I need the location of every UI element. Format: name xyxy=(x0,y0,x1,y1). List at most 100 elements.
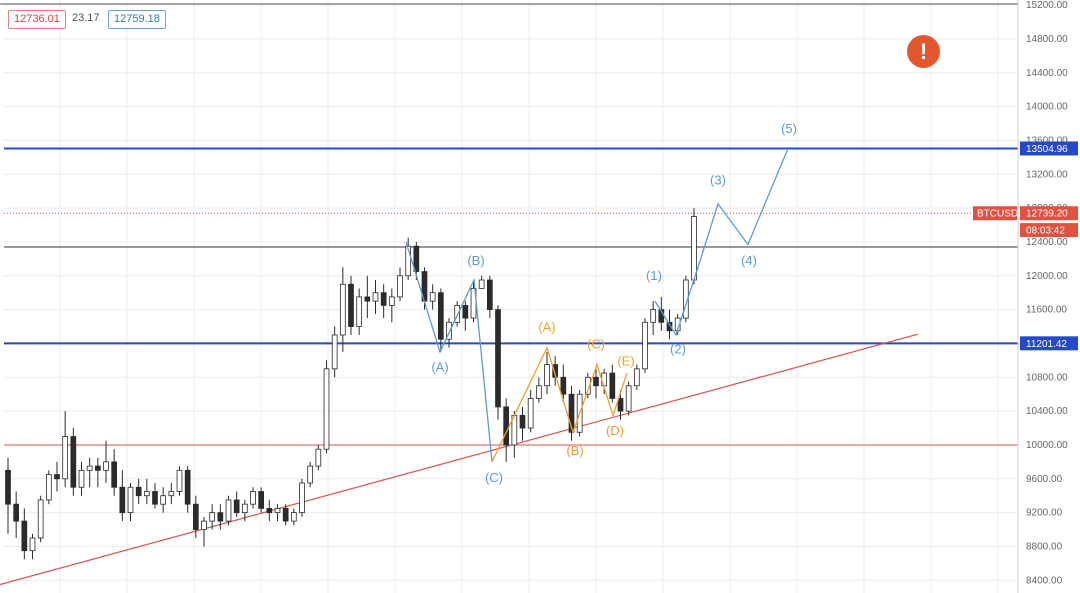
candle-body xyxy=(405,245,412,277)
candle xyxy=(250,487,256,509)
candle-body xyxy=(609,372,616,399)
candle-body xyxy=(176,469,183,492)
candle xyxy=(405,237,412,281)
candle xyxy=(454,301,461,327)
candle-body xyxy=(241,503,248,514)
candle xyxy=(168,483,175,505)
candle xyxy=(86,457,93,488)
candle-body xyxy=(560,376,567,395)
candle-body xyxy=(209,512,216,522)
wave-label-blue: (A) xyxy=(431,359,448,374)
candle-body xyxy=(446,321,452,340)
candle xyxy=(348,275,354,335)
candle-body xyxy=(339,283,346,336)
candle-body xyxy=(127,486,134,514)
wave-label-orange: (A) xyxy=(538,320,555,335)
candle xyxy=(486,275,493,319)
candle xyxy=(609,364,616,403)
candle-body xyxy=(380,292,387,306)
axis-tick-label: 11600.00 xyxy=(1026,305,1067,316)
wave-label-blue: (B) xyxy=(467,253,484,268)
candle xyxy=(29,533,36,560)
candle xyxy=(331,326,338,378)
candle-body xyxy=(568,393,575,433)
axis-tick-label: 8800.00 xyxy=(1026,541,1063,552)
candle-body xyxy=(323,368,330,450)
candle-body xyxy=(62,436,69,480)
candle-body xyxy=(135,486,142,497)
wave-label-blue: (2) xyxy=(670,342,686,357)
candle-body xyxy=(37,499,44,539)
candle-body xyxy=(552,364,559,378)
candle-body xyxy=(21,520,28,552)
axis-tick-label: 13600.00 xyxy=(1026,135,1068,146)
candle-body xyxy=(331,334,338,370)
horizontal-levels xyxy=(4,147,1018,446)
candle-body xyxy=(274,508,281,514)
candle xyxy=(568,385,575,441)
candle xyxy=(282,504,289,526)
candle xyxy=(364,275,371,319)
candlesticks xyxy=(5,208,697,560)
price-tag-bg xyxy=(1020,336,1078,351)
candle xyxy=(241,499,248,522)
candle xyxy=(201,516,207,547)
candle xyxy=(388,288,395,323)
price-tag: 12739.20 BTCUSD xyxy=(973,206,1078,221)
wave-label-orange: (C) xyxy=(587,337,605,352)
price-tag-label: 11201.42 xyxy=(1026,339,1067,350)
candle xyxy=(299,478,305,517)
candle-body xyxy=(413,245,420,272)
candle xyxy=(617,389,624,420)
candle xyxy=(192,495,199,539)
ask-price-box[interactable]: 12759.18 xyxy=(108,10,166,29)
wave-path-orange xyxy=(491,345,628,463)
candle-body xyxy=(429,292,436,302)
candle xyxy=(290,508,297,526)
candle-body xyxy=(364,296,371,302)
wave-path-blue xyxy=(405,241,493,462)
candle-body xyxy=(437,292,444,340)
candle-body xyxy=(266,508,273,514)
candle-body xyxy=(13,503,20,522)
candle-body xyxy=(348,283,354,327)
bid-price-box[interactable]: 12736.01 xyxy=(8,10,66,29)
candle-body xyxy=(519,414,526,429)
candle xyxy=(176,466,183,496)
candle-body xyxy=(642,321,648,370)
candle xyxy=(307,461,314,488)
candle-body xyxy=(633,368,640,387)
candle-body xyxy=(397,275,403,298)
candle xyxy=(584,373,591,399)
candle-body xyxy=(119,486,126,514)
candle xyxy=(642,318,648,374)
elliott-waves xyxy=(405,148,789,463)
candle-body xyxy=(5,469,11,505)
wave-label-blue: (4) xyxy=(741,253,757,268)
price-tags: 13504.96 12739.20 BTCUSD 08:03:42 11201.42 xyxy=(973,141,1078,351)
candle-body xyxy=(666,321,673,332)
candle-body xyxy=(282,508,289,522)
price-tag-bg xyxy=(1020,223,1078,238)
candle xyxy=(527,389,534,433)
candle-body xyxy=(315,448,322,467)
candle xyxy=(143,478,150,505)
axis-tick-label: 8400.00 xyxy=(1026,575,1063,586)
candle xyxy=(78,461,85,496)
candle xyxy=(152,483,158,509)
candle-body xyxy=(584,376,591,395)
wave-labels: (B) (A) (C) (1) (2) (3) (4) (5) (A) (C) (E) (B) (D) xyxy=(431,121,797,485)
support-trendline xyxy=(0,333,919,586)
exclamation-icon[interactable]: ! xyxy=(907,35,940,68)
candle xyxy=(184,466,191,513)
symbol-tag-bg xyxy=(973,206,1017,221)
wave-label-blue: (3) xyxy=(710,172,726,187)
candle-body xyxy=(225,499,232,522)
price-tag-label: 13504.96 xyxy=(1026,144,1068,155)
candle-body xyxy=(535,385,542,399)
candle xyxy=(323,360,330,454)
candle xyxy=(266,499,273,522)
candle xyxy=(111,449,118,496)
wave-label-orange: (E) xyxy=(617,353,634,368)
